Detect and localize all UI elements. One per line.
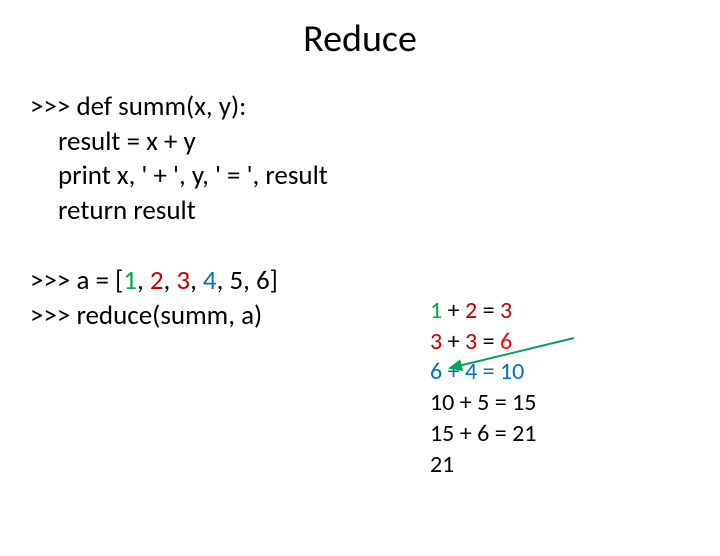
output-row: 10 + 5 = 15 — [430, 388, 536, 419]
code-line-5: >>> a = [1, 2, 3, 4, 5, 6] — [30, 264, 720, 299]
code-line-4: return result — [30, 194, 720, 229]
output-row: 1 + 2 = 3 — [430, 296, 536, 327]
output-row: 21 — [430, 450, 536, 481]
output-row: 6 + 4 = 10 — [430, 357, 536, 388]
code-line-3: print x, ' + ', y, ' = ', result — [30, 159, 720, 194]
code-line-2: result = x + y — [30, 125, 720, 160]
code-block: >>> def summ(x, y): result = x + y print… — [30, 90, 720, 333]
slide-title: Reduce — [0, 16, 720, 62]
output-block: 1 + 2 = 33 + 3 = 66 + 4 = 1010 + 5 = 151… — [430, 296, 536, 480]
output-row: 15 + 6 = 21 — [430, 419, 536, 450]
output-row: 3 + 3 = 6 — [430, 327, 536, 358]
code-line-1: >>> def summ(x, y): — [30, 90, 720, 125]
code-line-6: >>> reduce(summ, a) — [30, 299, 720, 334]
